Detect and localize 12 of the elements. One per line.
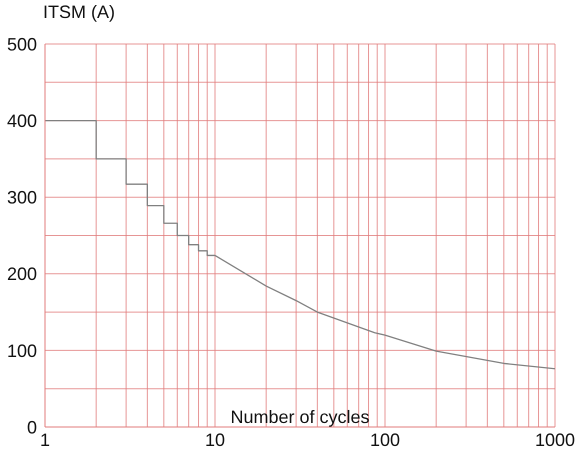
- y-axis-title: ITSM (A): [43, 2, 115, 23]
- y-tick-label: 0: [26, 417, 37, 438]
- y-tick-label: 100: [6, 340, 37, 361]
- y-tick-label: 400: [6, 110, 37, 131]
- y-tick-label: 200: [6, 264, 37, 284]
- x-tick-label: 100: [370, 430, 400, 450]
- x-tick-label: 10: [204, 430, 226, 450]
- y-tick-label: 500: [6, 34, 37, 54]
- x-tick-label: 1000: [534, 430, 576, 450]
- x-tick-label: 1: [40, 430, 50, 450]
- y-tick-label: 300: [6, 188, 37, 208]
- x-axis-title: Number of cycles: [230, 407, 370, 427]
